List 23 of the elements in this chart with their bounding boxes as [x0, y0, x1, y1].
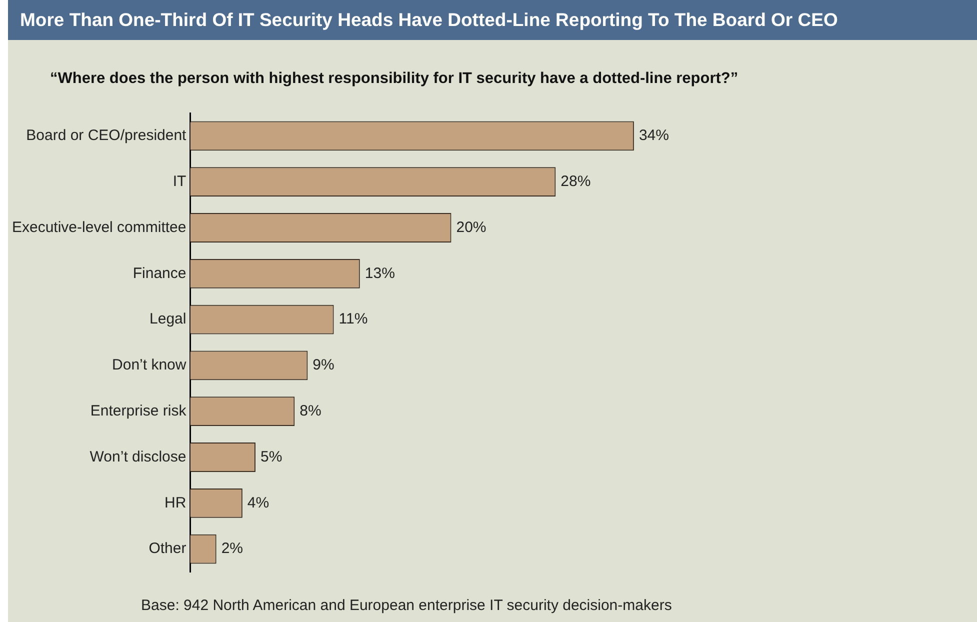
y-tick-label: HR: [164, 494, 186, 512]
y-tick-label: Other: [148, 540, 186, 558]
data-label: 4%: [247, 494, 270, 512]
data-label: 28%: [560, 172, 591, 190]
y-tick-label: Enterprise risk: [90, 402, 187, 420]
data-label: 11%: [338, 310, 368, 328]
y-tick-label: Don’t know: [112, 356, 186, 374]
data-label: 34%: [638, 127, 669, 144]
y-tick-label: Finance: [132, 264, 186, 282]
chart-subtitle: “Where does the person with highest responsibility for IT security have a dotted-line report?”: [50, 70, 738, 88]
data-label: 13%: [364, 264, 395, 282]
y-tick-label: Legal: [150, 310, 186, 328]
data-label: 20%: [456, 218, 486, 236]
text: Base: 942 North American and European enterprise IT security decision-makers: [141, 597, 672, 614]
data-label: 2%: [221, 540, 244, 558]
data-label: 5%: [260, 448, 282, 466]
y-tick-label: IT: [172, 172, 186, 190]
data-label: 9%: [312, 356, 334, 374]
y-tick-label: Executive-level committee: [12, 218, 186, 236]
chart-title: More Than One-Third Of IT Security Heads Have Dotted-Line Reporting To The Board Or CEO: [8, 0, 977, 40]
y-tick-label: Won’t disclose: [90, 448, 186, 466]
y-tick-label: Board or CEO/president: [26, 127, 188, 144]
data-label: 8%: [300, 402, 322, 420]
